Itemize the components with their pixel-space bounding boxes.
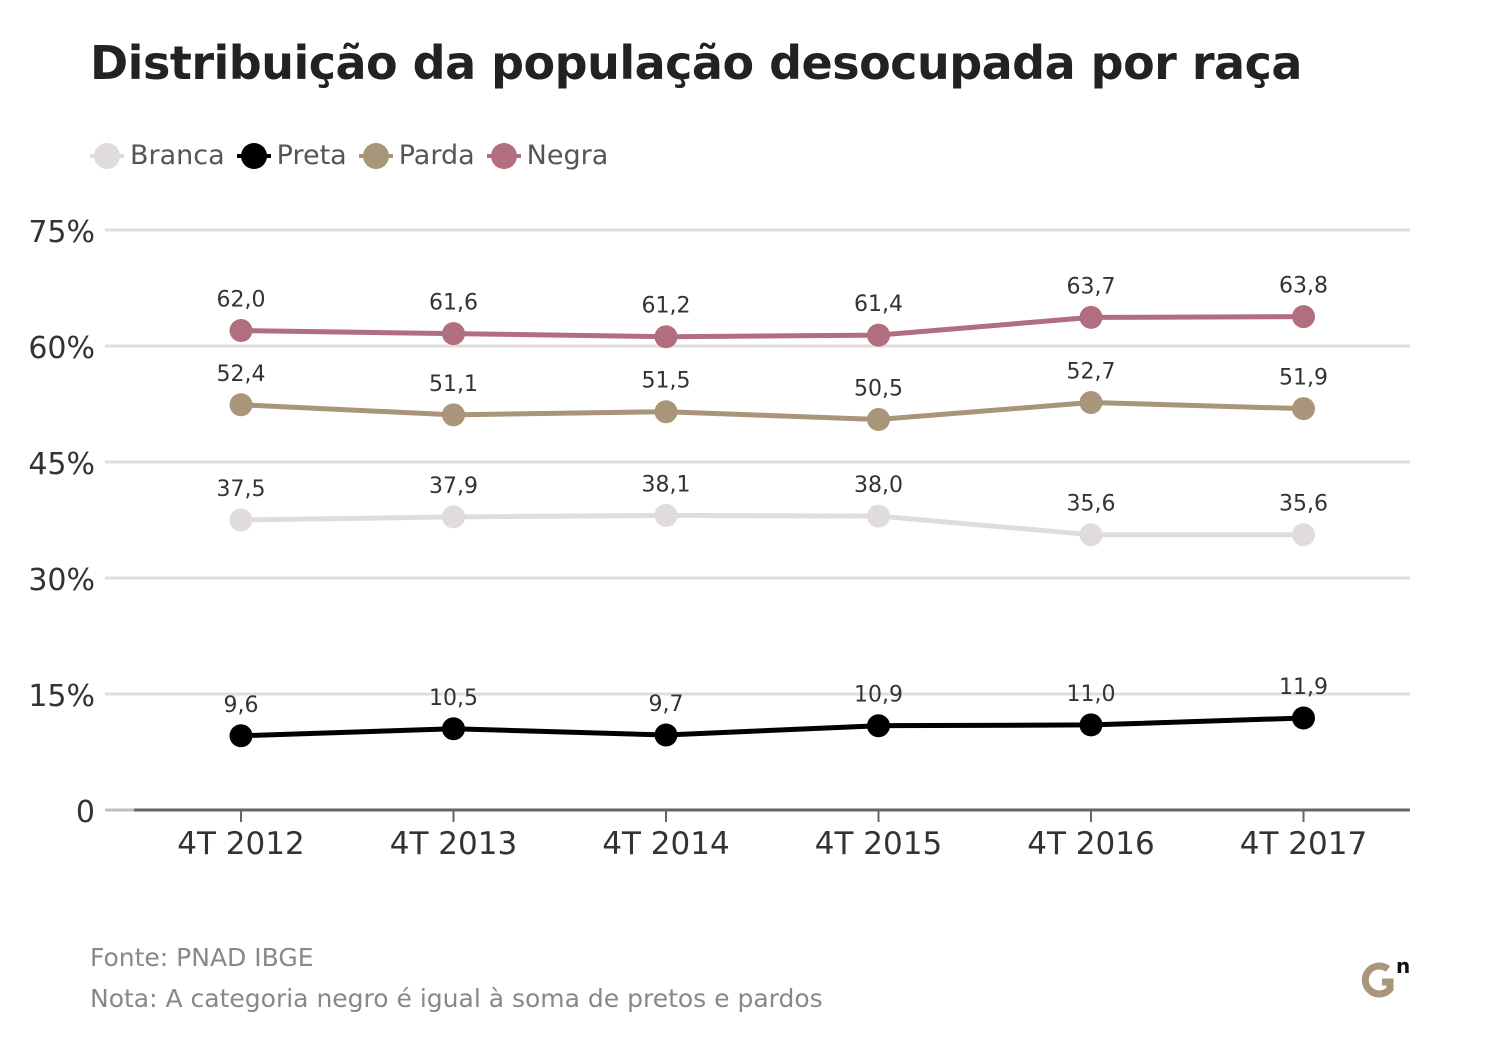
publisher-logo: n	[1361, 955, 1410, 998]
data-label-branca: 37,5	[217, 477, 266, 502]
legend-item-branca: Branca	[90, 140, 225, 171]
legend-item-parda: Parda	[358, 140, 475, 171]
legend-item-preta: Preta	[236, 140, 347, 171]
data-point-preta	[1292, 706, 1315, 730]
data-label-branca: 35,6	[1279, 492, 1328, 517]
source-note: Fonte: PNAD IBGE	[90, 943, 314, 972]
data-label-preta: 11,9	[1279, 675, 1328, 700]
x-tick-label: 4T 2017	[1240, 826, 1367, 862]
legend-marker-branca	[90, 141, 124, 171]
data-point-negra	[229, 319, 253, 343]
data-label-preta: 10,9	[854, 683, 903, 708]
data-label-branca: 37,9	[429, 474, 478, 499]
data-label-parda: 52,7	[1067, 359, 1116, 384]
data-point-negra	[654, 325, 678, 349]
data-label-preta: 9,7	[649, 692, 684, 717]
series-line-preta	[240, 715, 1304, 739]
x-tick-label: 4T 2013	[390, 826, 517, 862]
legend-marker-preta	[236, 141, 271, 171]
data-point-branca	[654, 503, 678, 527]
x-tick-label: 4T 2016	[1027, 826, 1154, 862]
data-point-preta	[867, 714, 890, 738]
x-tick-label: 4T 2014	[602, 826, 729, 862]
data-point-parda	[229, 393, 253, 417]
legend-label-parda: Parda	[398, 140, 475, 171]
y-tick-label: 30%	[28, 563, 95, 598]
series-line-parda	[240, 399, 1304, 422]
data-label-negra: 63,7	[1067, 274, 1116, 299]
data-label-preta: 11,0	[1067, 682, 1116, 707]
legend-marker-negra	[486, 141, 521, 171]
data-point-parda	[1292, 397, 1315, 421]
legend-label-branca: Branca	[130, 140, 225, 171]
data-label-branca: 35,6	[1067, 492, 1116, 517]
data-point-preta	[229, 724, 253, 748]
y-tick-label: 45%	[28, 447, 95, 482]
series-line-branca	[240, 512, 1304, 538]
legend-item-negra: Negra	[486, 140, 609, 171]
data-point-parda	[1079, 390, 1103, 414]
data-point-negra	[1079, 305, 1103, 329]
legend-marker-parda	[358, 141, 393, 171]
data-point-preta	[1079, 713, 1103, 737]
svg-text:n: n	[1396, 955, 1410, 978]
series-line-negra	[240, 314, 1304, 340]
data-label-negra: 63,8	[1279, 274, 1328, 299]
data-point-parda	[867, 407, 890, 431]
data-point-negra	[442, 322, 465, 346]
data-point-preta	[654, 723, 678, 747]
y-tick-label: 75%	[28, 215, 95, 250]
data-point-branca	[1292, 523, 1315, 547]
data-point-parda	[442, 403, 465, 427]
data-label-branca: 38,0	[854, 473, 903, 498]
data-label-parda: 51,1	[429, 372, 478, 397]
data-point-branca	[442, 505, 465, 529]
data-label-negra: 61,6	[429, 291, 478, 316]
data-label-negra: 61,4	[854, 292, 903, 317]
data-label-preta: 9,6	[224, 693, 259, 718]
data-label-preta: 10,5	[429, 686, 478, 711]
legend-label-preta: Preta	[276, 140, 347, 171]
data-label-negra: 61,2	[642, 294, 691, 319]
data-label-negra: 62,0	[217, 288, 266, 313]
chart-legend: Branca Preta Parda Negra	[90, 140, 620, 171]
data-point-negra	[867, 323, 890, 347]
legend-label-negra: Negra	[526, 140, 609, 171]
data-label-parda: 51,9	[1279, 366, 1328, 391]
x-tick-label: 4T 2015	[815, 826, 942, 862]
data-point-branca	[1079, 523, 1103, 547]
y-tick-label: 15%	[28, 679, 95, 714]
y-tick-label: 0	[76, 795, 95, 830]
data-point-preta	[442, 717, 465, 741]
data-label-parda: 52,4	[217, 362, 266, 387]
data-label-parda: 50,5	[854, 376, 903, 401]
data-point-branca	[229, 508, 253, 532]
y-tick-label: 60%	[28, 331, 95, 366]
data-point-negra	[1292, 305, 1315, 329]
data-point-branca	[867, 504, 890, 528]
x-tick-label: 4T 2012	[177, 826, 304, 862]
data-point-parda	[654, 400, 678, 424]
data-label-branca: 38,1	[642, 472, 691, 497]
footnote: Nota: A categoria negro é igual à soma d…	[90, 984, 823, 1013]
data-label-parda: 51,5	[642, 369, 691, 394]
chart-title: Distribuição da população desocupada por…	[90, 36, 1302, 90]
